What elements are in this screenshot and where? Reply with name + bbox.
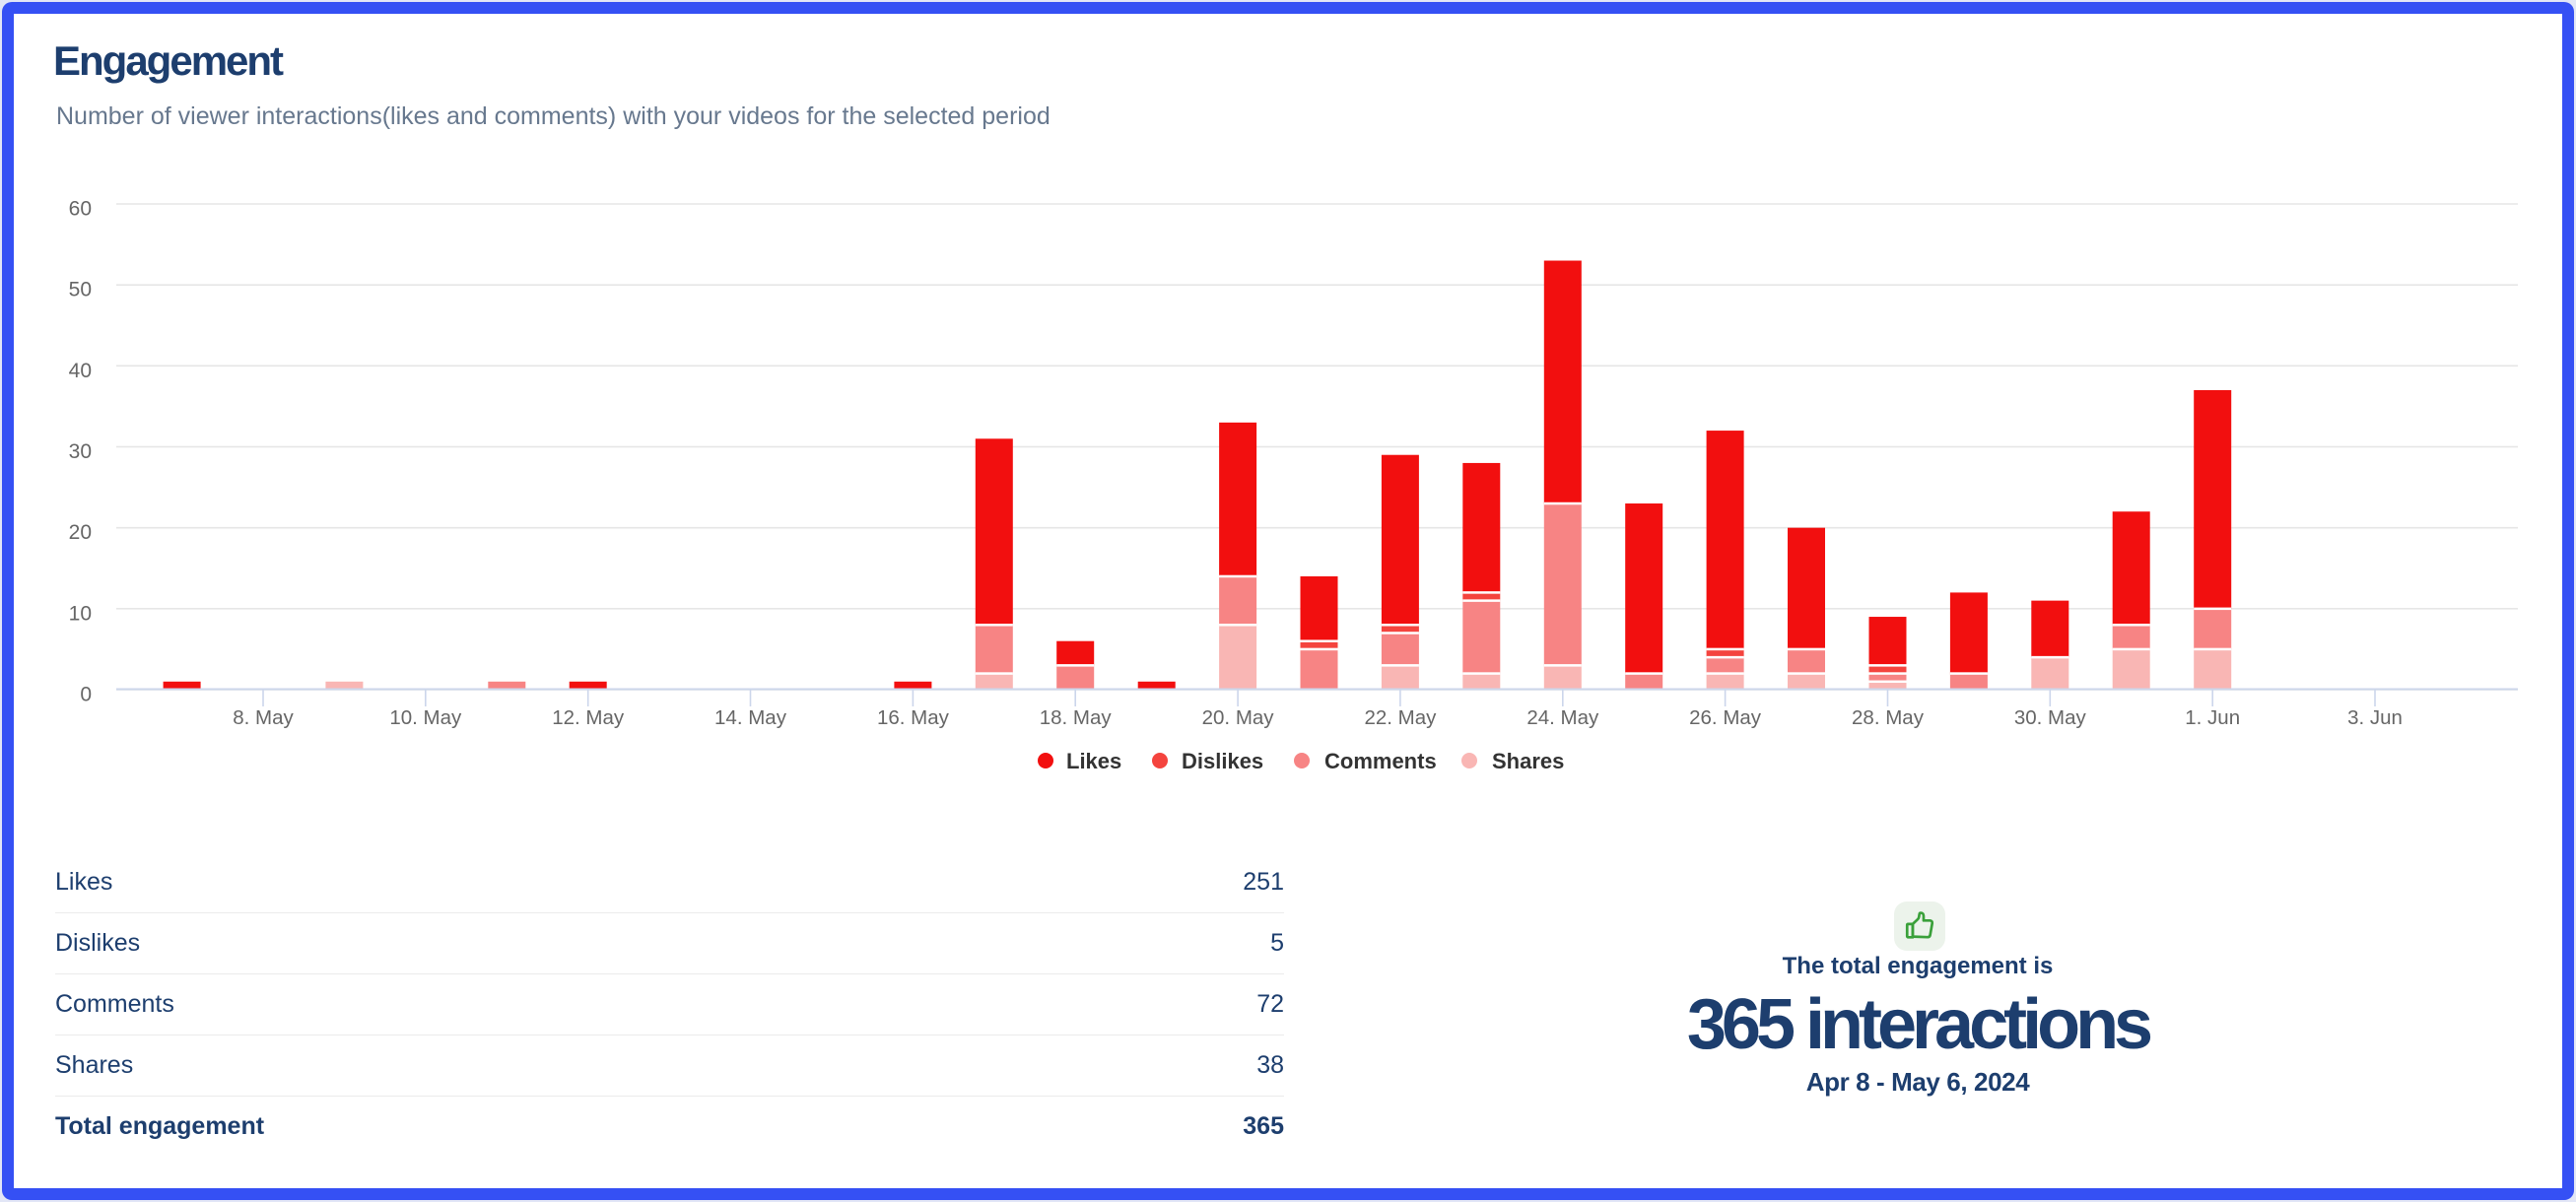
- svg-text:20: 20: [69, 521, 92, 544]
- svg-text:30. May: 30. May: [2014, 706, 2087, 729]
- svg-text:50: 50: [69, 279, 92, 301]
- svg-text:14. May: 14. May: [714, 706, 787, 729]
- svg-text:28. May: 28. May: [1852, 706, 1925, 729]
- svg-text:1. Jun: 1. Jun: [2185, 706, 2240, 729]
- svg-text:30: 30: [69, 440, 92, 463]
- svg-text:24. May: 24. May: [1526, 706, 1599, 729]
- svg-text:3. Jun: 3. Jun: [2347, 706, 2403, 729]
- svg-text:10: 10: [69, 602, 92, 625]
- svg-text:26. May: 26. May: [1689, 706, 1762, 729]
- svg-text:20. May: 20. May: [1202, 706, 1275, 729]
- svg-text:10. May: 10. May: [389, 706, 462, 729]
- svg-text:40: 40: [69, 360, 92, 382]
- svg-text:Dislikes: Dislikes: [1182, 749, 1263, 773]
- svg-text:Likes: Likes: [1066, 749, 1121, 773]
- svg-text:Comments: Comments: [1324, 749, 1437, 773]
- svg-text:18. May: 18. May: [1040, 706, 1113, 729]
- svg-text:0: 0: [80, 684, 92, 706]
- svg-text:16. May: 16. May: [877, 706, 950, 729]
- svg-text:60: 60: [69, 198, 92, 221]
- svg-text:Shares: Shares: [1492, 749, 1564, 773]
- svg-text:22. May: 22. May: [1364, 706, 1437, 729]
- svg-text:8. May: 8. May: [233, 706, 294, 729]
- svg-text:12. May: 12. May: [552, 706, 625, 729]
